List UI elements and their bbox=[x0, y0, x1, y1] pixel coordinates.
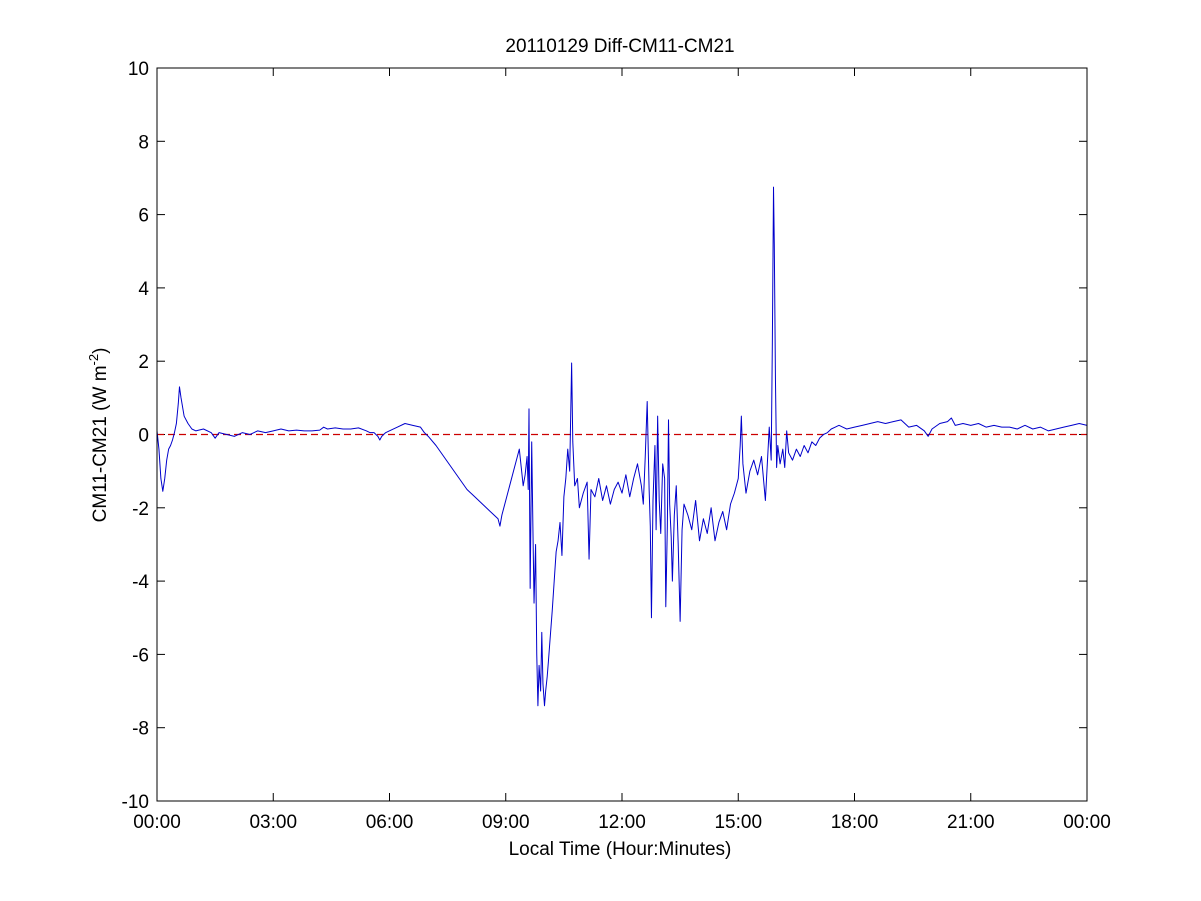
y-tick-label: 6 bbox=[138, 206, 149, 227]
y-tick-label: 10 bbox=[128, 59, 149, 80]
y-axis-label-suffix: ) bbox=[90, 348, 111, 354]
x-tick-label: 00:00 bbox=[133, 812, 181, 833]
x-axis-label: Local Time (Hour:Minutes) bbox=[509, 839, 732, 860]
x-tick-label: 09:00 bbox=[482, 812, 530, 833]
x-tick-label: 03:00 bbox=[249, 812, 297, 833]
y-tick-label: 0 bbox=[138, 426, 149, 447]
plot-frame bbox=[156, 67, 1088, 802]
y-tick-label: -8 bbox=[132, 719, 149, 740]
y-tick-label: -4 bbox=[132, 572, 149, 593]
series-layer bbox=[156, 186, 1088, 707]
y-tick-label: 4 bbox=[138, 279, 149, 300]
chart-title: 20110129 Diff-CM11-CM21 bbox=[505, 36, 734, 57]
y-axis-label-superscript: -2 bbox=[86, 354, 101, 366]
y-tick-label: -10 bbox=[122, 792, 149, 813]
ticks-layer: 00:00 03:00 06:00 09:00 12:00 15:00 18:00 21:00… bbox=[122, 59, 1111, 833]
x-tick-label: 18:00 bbox=[831, 812, 879, 833]
y-tick-label: 2 bbox=[138, 352, 149, 373]
y-tick-label: -6 bbox=[132, 645, 149, 666]
x-tick-label: 06:00 bbox=[366, 812, 414, 833]
y-axis-label: CM11-CM21 (W m-2) bbox=[86, 348, 111, 523]
y-axis-label-main: CM11-CM21 (W m bbox=[90, 365, 111, 522]
x-tick-label: 00:00 bbox=[1063, 812, 1111, 833]
x-tick-label: 21:00 bbox=[947, 812, 995, 833]
x-tick-label: 12:00 bbox=[598, 812, 646, 833]
x-tick-label: 15:00 bbox=[714, 812, 762, 833]
y-tick-label: -2 bbox=[132, 499, 149, 520]
y-tick-label: 8 bbox=[138, 132, 149, 153]
series-line bbox=[156, 186, 1088, 707]
